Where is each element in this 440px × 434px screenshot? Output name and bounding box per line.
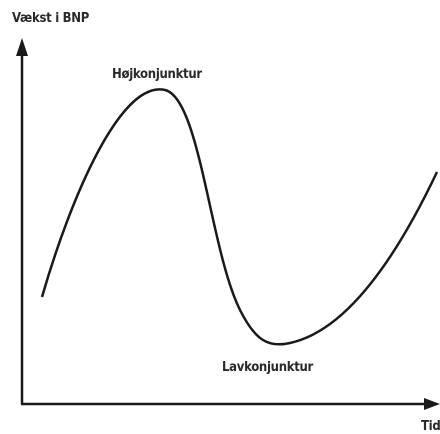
cycle-curve — [40, 88, 439, 346]
trough-label: Lavkonjunktur — [222, 360, 314, 375]
peak-label: Højkonjunktur — [112, 67, 202, 82]
y-axis-label: Vækst i BNP — [12, 11, 90, 26]
x-axis-arrow — [424, 398, 440, 410]
x-axis-label: Tid — [421, 419, 440, 434]
y-axis-arrow — [16, 38, 28, 56]
